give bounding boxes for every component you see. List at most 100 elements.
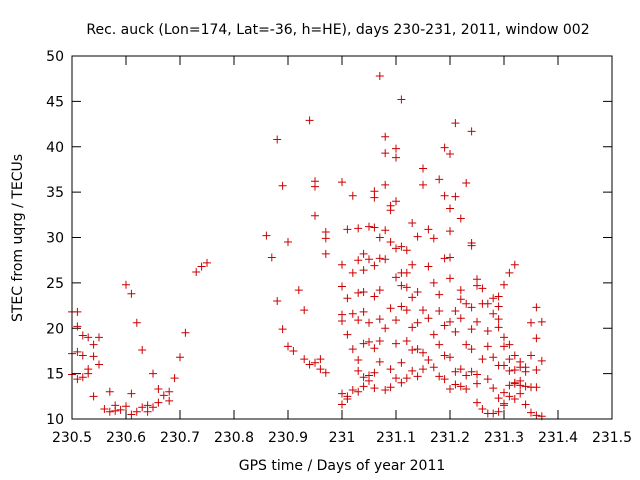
data-point [338, 389, 346, 398]
data-point [510, 351, 519, 360]
data-point [311, 182, 319, 191]
data-point [392, 244, 400, 253]
data-point [365, 222, 373, 231]
data-point [289, 346, 298, 355]
data-point [116, 405, 125, 414]
data-point [392, 197, 400, 206]
data-point [89, 392, 98, 401]
data-point [267, 253, 276, 262]
data-point [424, 262, 433, 271]
data-point [181, 328, 190, 337]
data-point [176, 353, 184, 362]
data-point [354, 224, 363, 233]
data-point [343, 330, 352, 339]
data-point [381, 226, 390, 235]
data-point [500, 388, 508, 397]
data-point [494, 292, 503, 301]
data-point [451, 367, 460, 376]
data-point [375, 357, 384, 366]
data-point [462, 340, 471, 349]
data-point [424, 356, 433, 365]
data-point [348, 385, 357, 394]
data-point [300, 306, 309, 315]
data-point [429, 234, 438, 243]
data-point [462, 179, 471, 188]
data-point [95, 360, 103, 369]
data-point [343, 225, 352, 234]
data-point [122, 402, 130, 411]
data-point [111, 406, 120, 415]
data-point [408, 323, 417, 332]
data-point [89, 340, 98, 349]
data-point [521, 382, 530, 391]
data-point [370, 384, 379, 393]
data-point [348, 191, 357, 200]
data-point [489, 309, 498, 318]
data-point [413, 372, 422, 381]
data-point [89, 352, 98, 361]
data-point [359, 339, 368, 348]
data-point [370, 223, 379, 232]
data-point [300, 355, 309, 364]
data-point [386, 206, 395, 215]
data-point [154, 398, 163, 407]
chart-title: Rec. auck (Lon=174, Lat=-36, h=HE), days… [86, 22, 589, 38]
y-axis-label: STEC from uqrg / TECUs [10, 154, 26, 322]
data-point [510, 365, 519, 374]
data-point [392, 374, 400, 383]
y-tick-label: 15 [46, 367, 64, 383]
data-point [294, 286, 303, 295]
x-tick-label: 230.8 [214, 430, 254, 446]
data-point [489, 294, 498, 303]
data-point [429, 330, 438, 339]
data-point [392, 153, 400, 162]
data-point [397, 302, 406, 311]
data-point [532, 411, 541, 420]
data-point [413, 345, 422, 354]
data-point [348, 268, 357, 277]
data-point [381, 149, 390, 158]
data-point [532, 365, 541, 374]
data-point [73, 322, 82, 331]
data-point [413, 232, 422, 241]
data-point [446, 353, 454, 362]
data-point [386, 238, 395, 247]
data-point [532, 303, 541, 312]
x-tick-label: 230.6 [106, 430, 146, 446]
data-point [408, 293, 417, 302]
data-point [392, 339, 400, 348]
data-point [354, 288, 363, 297]
y-tick-label: 35 [46, 185, 64, 201]
data-point [467, 127, 476, 136]
data-point [440, 375, 449, 384]
data-point [165, 396, 174, 405]
x-tick-label: 231.4 [538, 430, 578, 446]
data-point [127, 289, 136, 298]
data-point [348, 309, 357, 318]
data-point [456, 382, 465, 391]
data-point [451, 192, 460, 201]
x-tick-label: 231.2 [430, 430, 470, 446]
data-point [392, 316, 400, 325]
data-point [192, 267, 201, 276]
data-point [456, 314, 465, 323]
data-point [505, 355, 514, 364]
data-point [521, 400, 530, 409]
data-point [138, 346, 147, 355]
data-point [505, 268, 514, 277]
data-point [143, 407, 152, 416]
data-point [429, 363, 438, 372]
data-point [338, 282, 346, 291]
data-point [402, 283, 411, 292]
data-point [527, 408, 535, 417]
data-point [311, 211, 319, 220]
data-point [467, 325, 476, 334]
data-point [338, 178, 346, 187]
data-point [462, 385, 471, 394]
x-tick-label: 231.3 [484, 430, 524, 446]
data-point [451, 119, 460, 128]
x-tick-label: 230.5 [52, 430, 92, 446]
data-point [408, 366, 417, 375]
data-point [359, 307, 368, 316]
x-tick-label: 231 [329, 430, 356, 446]
